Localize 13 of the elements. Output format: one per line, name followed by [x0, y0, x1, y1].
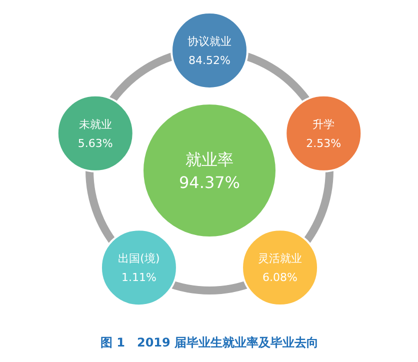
- data-label: 2.53%: [306, 136, 342, 150]
- data-label: 84.52%: [188, 54, 230, 67]
- category-label: 未就业: [78, 118, 112, 131]
- data-label: 94.37%: [178, 173, 240, 192]
- category-label: 出国(境): [118, 252, 160, 266]
- data-label: 6.08%: [262, 271, 298, 284]
- data-label: 5.63%: [78, 136, 113, 150]
- category-label: 灵活就业: [258, 252, 302, 266]
- category-label: 升学: [312, 118, 335, 131]
- data-label: 1.11%: [121, 271, 156, 284]
- category-label: 就业率: [186, 150, 234, 169]
- category-label: 协议就业: [188, 35, 232, 48]
- text: 图 1 2019 届毕业生就业率及毕业去向: [100, 336, 319, 350]
